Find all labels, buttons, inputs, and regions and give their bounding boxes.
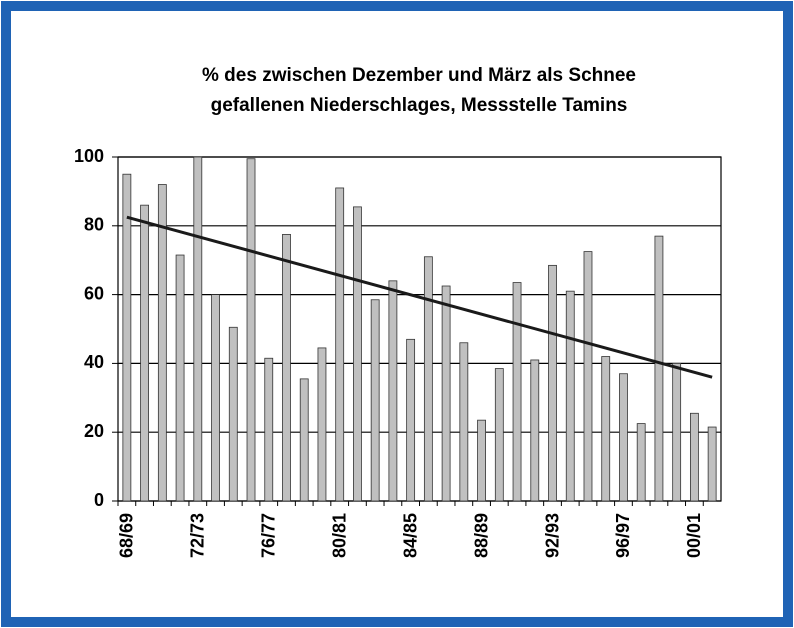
bar — [601, 356, 611, 502]
chart-title: gefallenen Niederschlages, Messstelle Ta… — [211, 95, 628, 116]
bar — [583, 251, 593, 502]
bar — [636, 423, 646, 502]
bar — [530, 359, 540, 502]
bar — [264, 357, 274, 502]
bar — [228, 326, 238, 502]
bar — [512, 282, 522, 502]
bar — [211, 294, 220, 502]
bar — [548, 264, 557, 502]
bar — [282, 233, 291, 502]
bar — [672, 362, 682, 502]
bar — [157, 184, 167, 502]
x-tick-label: 68/69 — [117, 513, 137, 558]
x-tick-label: 72/73 — [188, 513, 208, 558]
bar — [193, 156, 203, 502]
x-tick-label: 92/93 — [542, 513, 562, 558]
x-tick-label: 80/81 — [329, 513, 349, 558]
bar — [246, 158, 256, 502]
bar — [317, 347, 327, 502]
x-tick-label: 00/01 — [684, 513, 704, 558]
bar — [175, 254, 185, 502]
y-tick-label: 60 — [84, 283, 104, 303]
y-tick-label: 0 — [94, 490, 104, 510]
x-tick-label: 84/85 — [400, 513, 420, 558]
bar — [477, 419, 486, 502]
bar — [299, 378, 309, 502]
bar — [122, 173, 132, 502]
bar — [140, 204, 150, 502]
bar — [406, 338, 416, 502]
bar — [459, 342, 469, 502]
y-tick-label: 100 — [74, 146, 104, 166]
bar — [619, 373, 628, 502]
bar — [388, 280, 398, 502]
x-tick-label: 96/97 — [613, 513, 633, 558]
bar — [353, 206, 362, 502]
y-tick-label: 80 — [84, 215, 104, 235]
chart-title: % des zwischen Dezember und März als Sch… — [202, 65, 636, 86]
y-tick-label: 20 — [84, 421, 104, 441]
bar — [335, 187, 345, 502]
bar — [494, 368, 504, 502]
bar — [423, 256, 433, 502]
trend-line — [126, 215, 713, 379]
bar — [689, 412, 699, 502]
bar — [654, 235, 664, 502]
bar — [565, 290, 575, 502]
bar — [370, 299, 380, 502]
x-tick-label: 88/89 — [471, 513, 491, 558]
bar — [441, 285, 451, 502]
x-tick-label: 76/77 — [259, 513, 279, 558]
bar — [707, 426, 717, 502]
y-tick-label: 40 — [84, 352, 104, 372]
